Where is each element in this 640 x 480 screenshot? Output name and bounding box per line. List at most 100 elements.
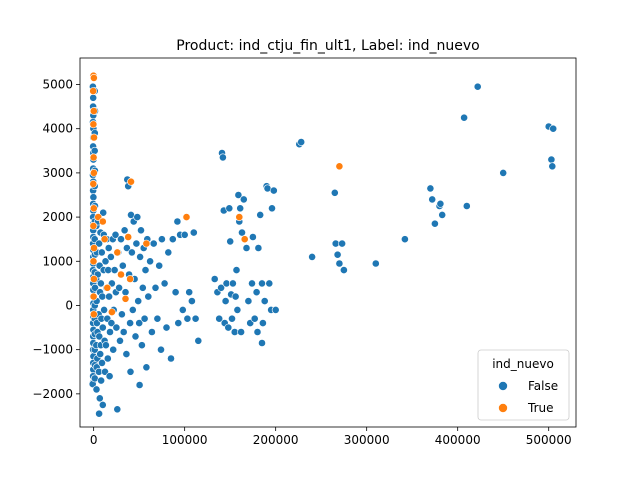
data-point — [335, 259, 344, 268]
data-point — [162, 323, 171, 332]
data-point — [117, 270, 125, 279]
data-point — [339, 266, 348, 274]
data-point — [107, 319, 116, 327]
plot-frame — [79, 57, 577, 428]
data-point — [126, 319, 135, 327]
data-point — [89, 193, 98, 202]
x-tick-label: 0 — [90, 433, 98, 447]
data-point — [119, 328, 128, 336]
x-tick-label: 300000 — [344, 433, 390, 447]
data-point — [157, 235, 166, 244]
data-point — [232, 266, 241, 274]
data-point — [134, 297, 143, 305]
data-point — [269, 186, 278, 195]
data-point — [308, 252, 316, 261]
data-point — [228, 279, 237, 288]
data-point — [95, 239, 103, 248]
data-point — [185, 288, 194, 297]
data-point — [90, 244, 98, 252]
data-point — [428, 195, 437, 204]
data-point — [330, 188, 339, 197]
data-point — [271, 305, 280, 314]
data-point — [95, 332, 104, 341]
data-point — [215, 314, 224, 323]
data-point — [338, 239, 346, 248]
data-point — [254, 244, 263, 252]
data-point — [173, 217, 182, 226]
data-point — [102, 341, 110, 350]
data-point — [126, 275, 135, 283]
data-point — [436, 199, 445, 208]
data-point — [144, 292, 153, 301]
y-tick-label: −1000 — [32, 343, 73, 357]
data-point — [258, 319, 267, 327]
data-point — [105, 292, 113, 301]
data-point — [100, 305, 108, 314]
data-point — [240, 235, 249, 244]
data-point — [142, 239, 151, 248]
legend: ind_nuevo False True — [477, 349, 570, 421]
data-point — [97, 376, 105, 385]
y-tick-label: 2000 — [42, 210, 73, 224]
data-point — [137, 226, 145, 235]
data-point — [112, 323, 121, 332]
data-point — [258, 339, 266, 347]
y-tick-label: 0 — [65, 298, 73, 312]
data-point — [460, 113, 468, 122]
data-point — [105, 372, 114, 381]
chart-title: Product: ind_ctju_fin_ult1, Label: ind_n… — [176, 38, 479, 54]
data-point — [371, 259, 380, 268]
data-point — [224, 323, 233, 332]
data-point — [256, 210, 265, 219]
x-tick-label: 100000 — [162, 433, 208, 447]
data-point — [438, 210, 447, 219]
data-point — [103, 354, 112, 363]
data-point — [90, 146, 99, 155]
data-point — [217, 283, 225, 292]
data-point — [97, 279, 105, 288]
data-point — [98, 217, 107, 226]
data-point — [499, 168, 508, 177]
data-point — [107, 252, 115, 261]
data-point — [89, 93, 98, 102]
data-point — [126, 367, 135, 376]
data-point — [333, 250, 342, 259]
data-point — [239, 195, 248, 204]
data-point — [101, 257, 110, 266]
series-true — [89, 71, 344, 319]
data-point — [547, 155, 556, 164]
data-point — [106, 328, 114, 336]
data-point — [191, 314, 200, 323]
data-point — [127, 248, 136, 257]
data-point — [153, 314, 162, 323]
y-tick-label: 5000 — [42, 78, 73, 92]
data-point — [138, 283, 147, 292]
data-point — [90, 275, 98, 283]
data-point — [151, 283, 160, 292]
data-point — [140, 314, 149, 323]
data-point — [157, 345, 165, 354]
data-point — [131, 332, 140, 341]
data-point — [242, 244, 251, 252]
data-point — [149, 239, 158, 248]
data-point — [89, 310, 98, 319]
data-point — [226, 237, 235, 246]
data-point — [89, 179, 98, 188]
data-point — [90, 74, 98, 82]
legend-marker — [498, 381, 508, 391]
data-point — [121, 294, 130, 303]
data-point — [120, 226, 129, 235]
data-point — [100, 235, 109, 244]
y-tick-label: 4000 — [42, 122, 73, 136]
data-point — [155, 261, 164, 270]
data-point — [297, 138, 306, 146]
data-point — [218, 153, 227, 162]
data-point — [118, 310, 126, 319]
axes: 0 100000 200000 300000 400000 500000 −2000 −100… — [32, 78, 571, 447]
data-point — [98, 400, 107, 409]
legend-title: ind_nuevo — [492, 357, 554, 371]
x-tick-label: 400000 — [435, 433, 481, 447]
data-point — [142, 363, 151, 372]
data-point — [103, 283, 112, 292]
data-point — [89, 204, 98, 213]
